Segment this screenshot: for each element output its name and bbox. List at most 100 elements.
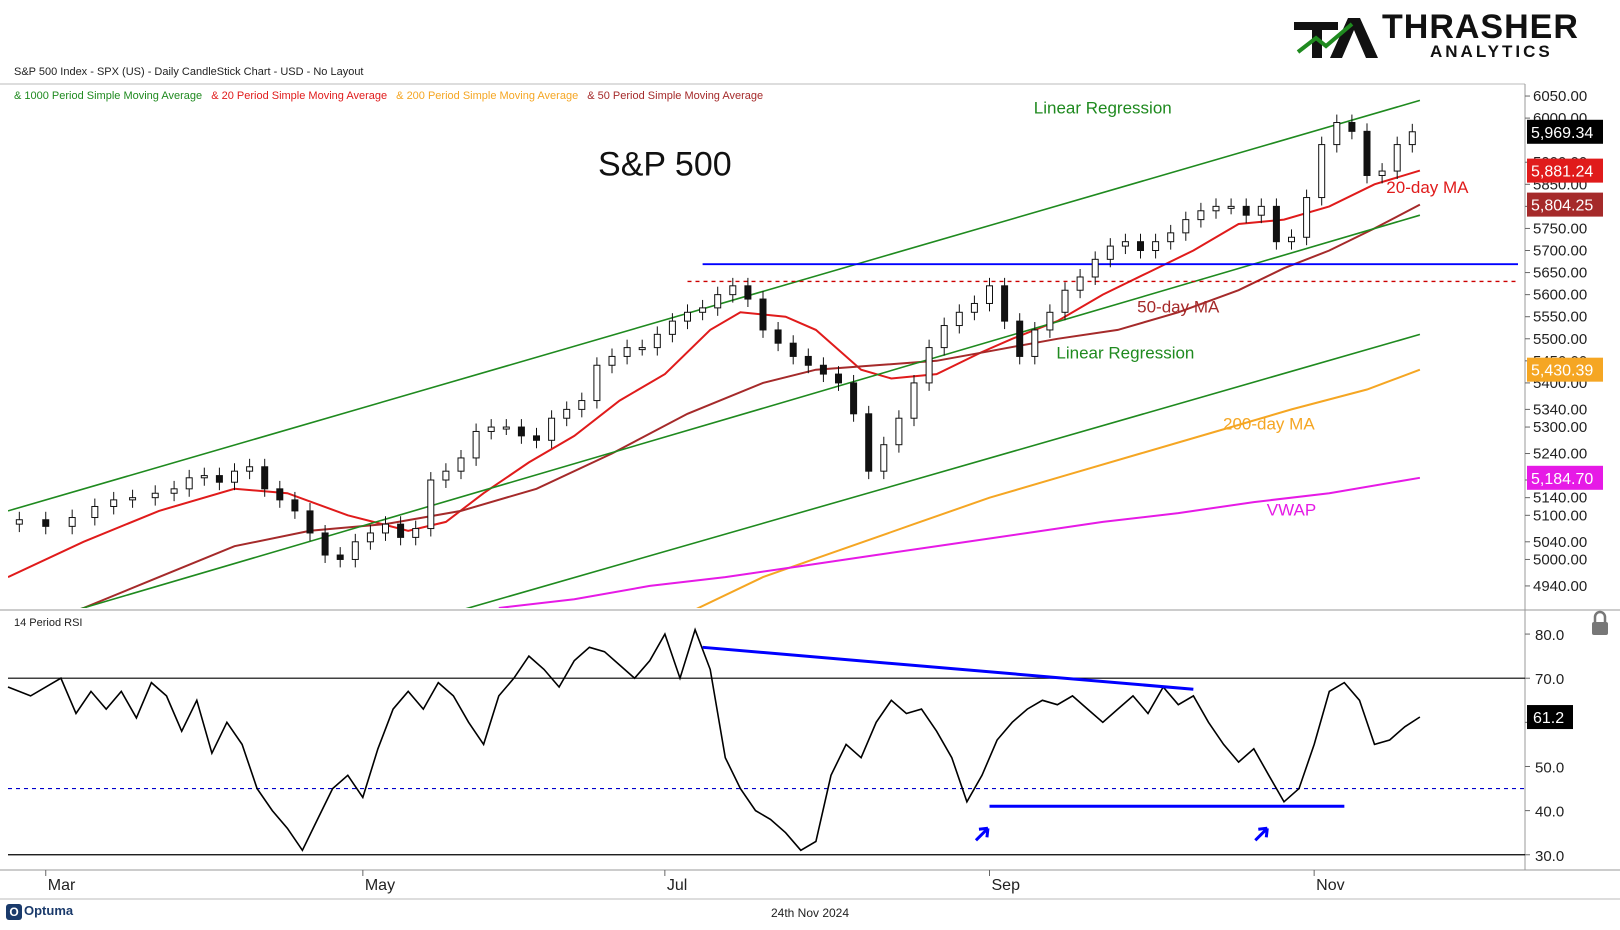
y-tick-label: 4940.00 [1533,578,1587,595]
legend-item: & 200 Period Simple Moving Average [396,90,579,102]
candle-body [1378,170,1386,176]
candle-body [321,532,329,556]
y-tick-label: 5100.00 [1533,507,1587,524]
price-label-bg [1527,192,1603,217]
y-tick-label: 5600.00 [1533,287,1587,304]
y-tick-label: 5140.00 [1533,490,1587,507]
brand-mark-icon [1294,18,1378,58]
price-label-bg [1527,465,1603,490]
price-label: 5,881.24 [1531,164,1593,181]
y-tick-label: 5300.00 [1533,419,1587,436]
candle-body [638,347,646,351]
candle-body [517,426,525,437]
vendor-logo: O Optuma [6,903,73,920]
price-label-bg [1527,119,1603,144]
candle-body [1106,245,1114,260]
candle-body [246,466,254,472]
y-tick-label: 5700.00 [1533,243,1587,260]
y-tick-label: 5040.00 [1533,534,1587,551]
candle-body [129,497,137,501]
candle-body [487,426,495,432]
legend-item: & 50 Period Simple Moving Average [587,90,764,102]
candle-body [1016,320,1024,357]
footer-date: 24th Nov 2024 [770,906,850,920]
candle-body [1167,232,1175,243]
candle-body [185,477,193,490]
rsi-title: 14 Period RSI [14,617,82,629]
candle-body [759,298,767,331]
candle-body [1091,258,1099,278]
candle-body [261,466,269,490]
x-tick-label: Sep [992,877,1021,894]
candle-body [306,510,314,534]
candle-body [1363,130,1371,176]
rsi-value-label-bg [1527,705,1573,730]
candle-body [1137,241,1144,252]
candle-body [457,457,465,472]
candle-body [804,355,812,366]
y-tick-label: 5500.00 [1533,331,1587,348]
chart-annotation: 20-day MA [1386,178,1469,197]
chart-title-line: S&P 500 Index - SPX (US) - Daily CandleS… [14,66,364,78]
y-tick-label: 5240.00 [1533,446,1587,463]
series-line-linear-regression-lower [465,333,1421,608]
candle-body [563,408,571,419]
y-tick-label: 5650.00 [1533,265,1587,282]
candle-body [850,382,858,415]
optuma-icon: O [6,903,22,920]
series-line-linear-regression-upper [8,99,1421,512]
candle-body [200,475,208,479]
rsi-y-tick-label: 70.0 [1535,671,1564,688]
candle-body [1408,131,1416,146]
candle-body [1197,210,1205,221]
brand-sub: ANALYTICS [1430,42,1553,61]
candle-body [91,505,99,519]
candle-body [940,325,948,349]
x-tick-label: Nov [1316,877,1344,894]
chart-annotation: 50-day MA [1137,297,1220,316]
candle-body [1001,285,1009,322]
candle-body [502,426,510,430]
candle-body [1212,205,1220,212]
candle-body [1076,276,1084,291]
brand-logo: THRASHER ANALYTICS [1290,8,1610,61]
candle-body [1242,205,1250,216]
price-label: 5,804.25 [1531,198,1593,215]
candle-body [1046,311,1054,331]
y-tick-label: 5750.00 [1533,220,1587,237]
x-tick-label: May [365,877,395,894]
candle-body [366,532,374,543]
x-tick-label: Mar [48,877,76,894]
price-label: 5,969.34 [1531,125,1593,142]
price-label: 5,430.39 [1531,363,1593,380]
legend-item: & 1000 Period Simple Moving Average [14,90,203,102]
candle-body [955,311,963,327]
candle-body [231,470,238,483]
candle-body [986,285,993,304]
candle-body [170,488,178,494]
lock-body [1592,622,1608,635]
y-tick-label: 5550.00 [1533,309,1587,326]
rsi-y-tick-label: 30.0 [1535,848,1564,865]
candle-body [729,285,737,296]
chart-annotation: VWAP [1267,500,1316,519]
candle-body [472,430,480,459]
y-tick-label: 6050.00 [1533,88,1587,105]
candle-body [880,444,888,472]
rsi-arrow-icon [974,826,990,842]
candle-body [1121,241,1129,247]
rsi-line [7,627,1421,852]
candle-body [1227,205,1235,209]
candle-body [442,470,450,481]
candle-body [533,435,540,441]
candle-body [774,329,782,344]
candle-body [895,417,903,446]
candle-body [608,355,616,366]
x-tick-label: Jul [667,877,687,894]
candle-body [382,523,389,534]
candle-body [276,488,284,501]
candle-body [1288,236,1295,243]
price-label-bg [1527,357,1603,382]
